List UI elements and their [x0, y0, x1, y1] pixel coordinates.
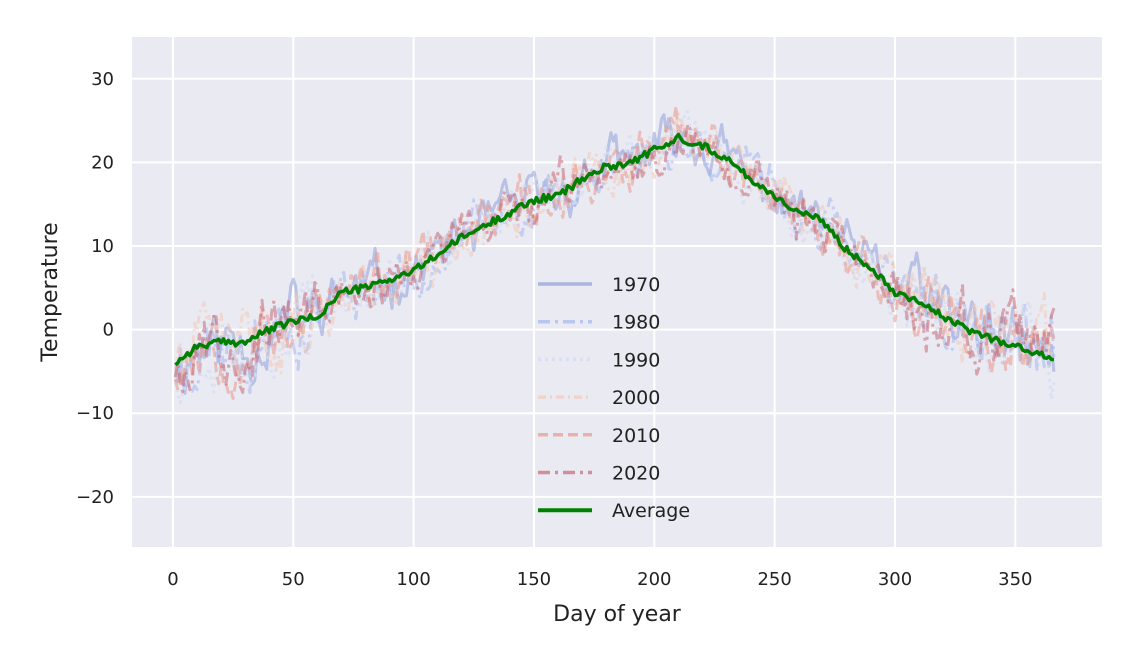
- x-tick-label: 200: [637, 569, 671, 590]
- legend-label: 1970: [612, 274, 660, 296]
- x-tick-labels: 0 50 100 150 200 250 300 350: [167, 569, 1032, 590]
- x-tick-label: 150: [517, 569, 551, 590]
- legend-label: 2020: [612, 463, 660, 485]
- series-line-1990: [173, 109, 1056, 405]
- y-tick-labels: −20 −10 0 10 20 30: [76, 69, 114, 508]
- legend-label: 2010: [612, 425, 660, 447]
- series-line-average: [174, 132, 1054, 367]
- series-line-2010: [173, 104, 1056, 400]
- x-axis-label: Day of year: [553, 602, 682, 627]
- y-tick-label: −20: [76, 487, 114, 508]
- y-tick-label: 30: [91, 69, 114, 90]
- legend-label: 1990: [612, 349, 660, 371]
- x-tick-label: 300: [878, 569, 912, 590]
- legend-label: 2000: [612, 387, 660, 409]
- series-line-2020: [173, 122, 1056, 394]
- y-tick-label: 0: [103, 320, 114, 341]
- y-axis-label: Temperature: [38, 222, 63, 362]
- legend: 1970 1980 1990 2000 2010 2020 Average: [538, 274, 690, 522]
- y-tick-label: −10: [76, 403, 114, 424]
- y-tick-label: 20: [91, 152, 114, 173]
- x-tick-label: 0: [167, 569, 178, 590]
- legend-label: 1980: [612, 312, 660, 334]
- x-tick-label: 100: [396, 569, 430, 590]
- series-layer: [173, 104, 1056, 405]
- y-tick-label: 10: [91, 236, 114, 257]
- x-tick-label: 250: [757, 569, 791, 590]
- x-tick-label: 50: [282, 569, 305, 590]
- legend-label: Average: [612, 500, 690, 522]
- x-tick-label: 350: [998, 569, 1032, 590]
